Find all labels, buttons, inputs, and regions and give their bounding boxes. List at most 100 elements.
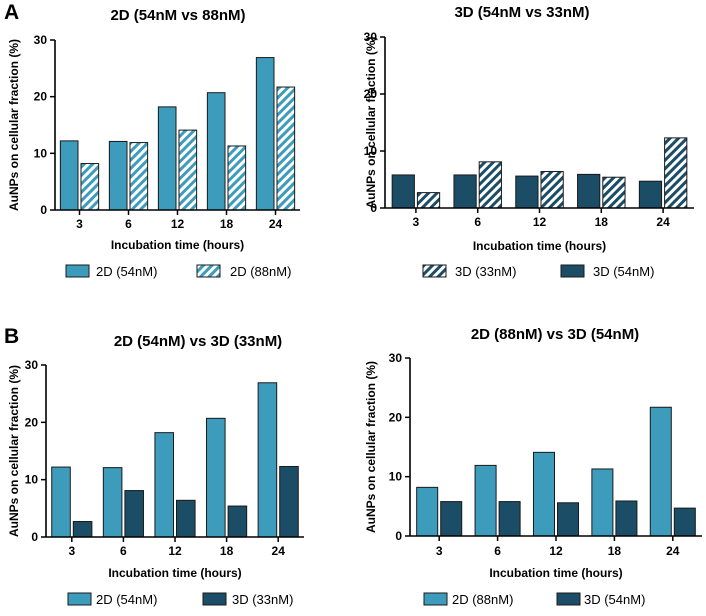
y-axis-label: AuNPs on cellular fraction (%) [7,39,21,211]
x-axis-label: Incubation time (hours) [108,566,241,580]
x-tick-label: 24 [656,215,670,229]
chart-title: 2D (54nM vs 88nM) [110,7,245,24]
x-tick-label: 12 [171,217,185,231]
bar-dark-solid [498,501,521,537]
y-tick-label: 30 [25,358,39,372]
y-tick-label: 10 [389,470,403,484]
y-tick-label: 20 [389,410,403,424]
bar-dark-solid [440,501,463,537]
chart-title: 3D (54nM vs 33nM) [454,4,589,21]
y-tick-label: 20 [34,90,48,104]
x-tick-label: 3 [68,544,75,558]
bar-dark-solid [176,499,196,538]
x-tick-label: 12 [549,544,563,558]
legend-label: 3D (54nM) [584,592,645,607]
x-tick-label: 6 [125,217,132,231]
bar-light-solid [206,92,226,211]
legend-swatch-dark-hatch [422,264,447,278]
bar-light-solid [59,140,79,211]
bar-dark-solid [279,465,299,538]
legend-label: 2D (54nM) [96,264,157,279]
bar-dark-hatch [540,171,564,209]
y-tick-label: 30 [34,33,48,47]
bar-dark-hatch [602,176,626,209]
bar-light-hatch [276,86,296,211]
bar-light-solid [102,467,123,538]
legend-swatch-light-solid [65,264,90,278]
legend-swatch-light-hatch [196,264,221,278]
y-tick-label: 20 [364,87,378,101]
chart-2d54-vs-3d33: 2D (54nM) vs 3D (33nM) AuNPs on cellular … [7,333,304,607]
x-tick-label: 12 [533,215,547,229]
y-axis-label: AuNPs on cellular fraction (%) [7,365,21,537]
bar-light-solid [532,451,556,537]
x-tick-label: 24 [272,544,286,558]
legend-swatch-dark-solid [556,592,581,606]
legend-label: 3D (54nM) [593,264,654,279]
bar-dark-solid [453,174,477,209]
bar-light-hatch [80,163,100,211]
bar-dark-solid [391,174,415,209]
chart-2d88-vs-3d54: 2D (88nM) vs 3D (54nM) AuNPs on cellular … [364,326,702,607]
bar-light-solid [51,466,71,538]
bar-dark-solid [638,180,663,209]
x-tick-label: 24 [269,217,283,231]
x-tick-label: 18 [608,544,622,558]
y-axis-label: AuNPs on cellular fraction (%) [364,361,378,533]
chart-2d-54-vs-88: 2D (54nM vs 88nM) AuNPs on cellular fract… [7,7,300,279]
bar-light-hatch [178,129,198,211]
x-tick-label: 6 [494,544,501,558]
bar-light-solid [206,417,226,538]
bar-light-solid [416,486,439,537]
panel-letter-b: B [4,325,19,348]
legend-swatch-dark-solid [202,592,227,606]
y-tick-label: 30 [389,351,403,365]
y-tick-label: 20 [25,415,39,429]
x-tick-label: 3 [413,215,420,229]
bar-dark-solid [124,490,144,538]
bar-light-solid [474,464,497,537]
bar-dark-hatch [478,161,502,209]
x-tick-label: 6 [474,215,481,229]
x-tick-label: 6 [120,544,127,558]
bar-dark-solid [557,502,580,537]
bar-light-solid [154,432,174,538]
chart-title: 2D (88nM) vs 3D (54nM) [471,326,639,343]
x-axis-label: Incubation time (hours) [111,238,244,252]
x-tick-label: 12 [168,544,182,558]
y-tick-label: 30 [364,30,378,44]
bar-light-hatch [227,145,247,211]
y-tick-label: 0 [40,203,47,217]
x-axis-label: Incubation time (hours) [489,566,622,580]
y-tick-label: 10 [25,473,39,487]
bar-light-solid [257,382,278,538]
bar-light-solid [591,468,614,537]
legend-label: 2D (54nM) [96,592,157,607]
y-axis-label: AuNPs on cellular fraction (%) [364,36,378,208]
legend-swatch-light-solid [67,592,92,606]
bar-dark-hatch [416,192,441,209]
chart-3d-54-vs-33: 3D (54nM vs 33nM) AuNPs on cellular fract… [364,4,694,279]
x-tick-label: 18 [220,217,234,231]
bar-dark-solid [673,507,696,537]
y-tick-label: 0 [370,201,377,215]
y-tick-label: 0 [31,530,38,544]
y-tick-label: 10 [34,146,48,160]
bar-dark-solid [515,175,539,209]
legend-swatch-light-solid [423,592,448,606]
bar-dark-solid [615,500,638,537]
bar-light-solid [255,57,275,211]
bar-light-solid [108,140,128,211]
legend-label: 3D (33nM) [232,592,293,607]
x-tick-label: 18 [595,215,609,229]
bar-light-hatch [129,142,149,211]
legend-swatch-dark-solid [560,264,585,278]
x-tick-label: 18 [220,544,234,558]
bar-dark-hatch [664,137,688,209]
bar-dark-solid [72,521,93,538]
panel-letter-a: A [4,1,19,24]
x-axis-label: Incubation time (hours) [473,239,606,253]
legend-label: 3D (33nM) [455,264,516,279]
bar-light-solid [157,106,177,211]
x-tick-label: 3 [436,544,443,558]
